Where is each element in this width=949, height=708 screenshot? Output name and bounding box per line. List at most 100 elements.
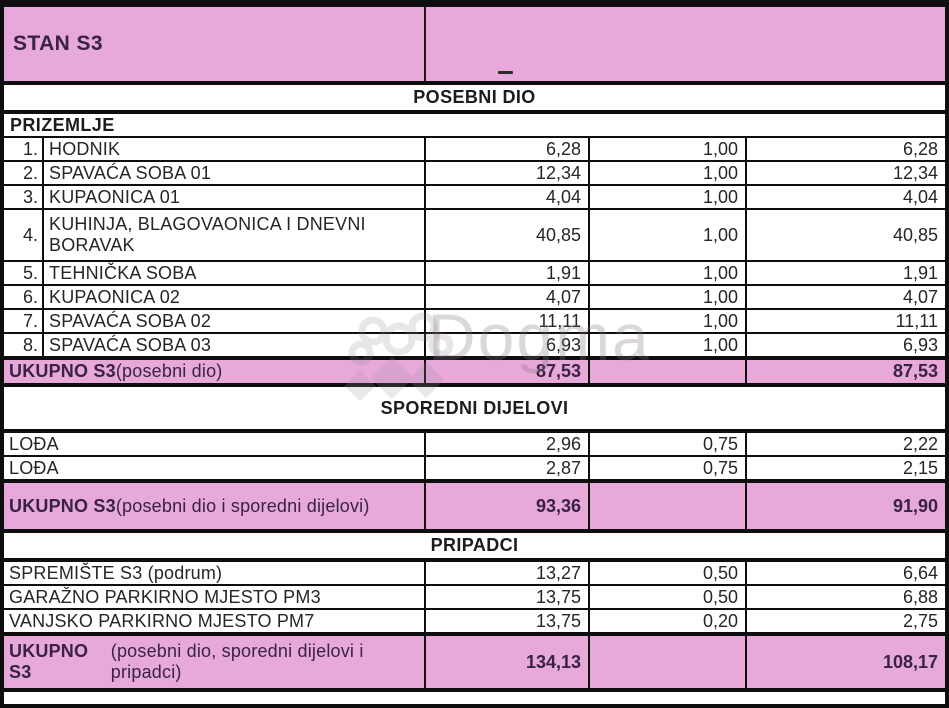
room-row: 6. KUPAONICA 02 4,07 1,00 4,07 (4, 284, 945, 308)
annex-area: 13,27 (424, 562, 588, 584)
title-band-right-cell (424, 7, 945, 81)
room-coefficient: 1,00 (588, 138, 745, 160)
room-weighted-area: 4,07 (745, 286, 945, 308)
room-area: 12,34 (424, 162, 588, 184)
partial-bottom-row (4, 688, 945, 704)
room-row: 7. SPAVAĆA SOBA 02 11,11 1,00 11,11 (4, 308, 945, 332)
room-weighted-area: 1,91 (745, 262, 945, 284)
room-row: 8. SPAVAĆA SOBA 03 6,93 1,00 6,93 (4, 332, 945, 356)
total-label-bold: UKUPNO S3 (9, 495, 116, 516)
annex-description: SPREMIŠTE S3 (podrum) (9, 562, 223, 583)
room-area: 11,11 (424, 310, 588, 332)
title-band: STAN S3 (4, 7, 945, 81)
total-row: UKUPNO S3 (posebni dio, sporedni dijelov… (4, 632, 945, 688)
room-area: 40,85 (424, 210, 588, 260)
room-description: KUPAONICA 02 (42, 286, 424, 308)
total-label: UKUPNO S3 (posebni dio i sporedni dijelo… (4, 483, 424, 529)
annex-row: LOĐA 2,96 0,75 2,22 (4, 429, 945, 455)
room-weighted-area: 40,85 (745, 210, 945, 260)
annex-coefficient: 0,50 (588, 562, 745, 584)
room-description: SPAVAĆA SOBA 01 (42, 162, 424, 184)
room-row: 2. SPAVAĆA SOBA 01 12,34 1,00 12,34 (4, 160, 945, 184)
total-label-note: (posebni dio i sporedni dijelovi) (115, 495, 370, 516)
annex-row: GARAŽNO PARKIRNO MJESTO PM3 13,75 0,50 6,88 (4, 584, 945, 608)
room-area: 4,04 (424, 186, 588, 208)
total-row: UKUPNO S3 (posebni dio i sporedni dijelo… (4, 479, 945, 529)
room-weighted-area: 12,34 (745, 162, 945, 184)
annex-coefficient: 0,75 (588, 433, 745, 455)
annex-description: LOĐA (9, 457, 59, 478)
annex-weighted-area: 2,15 (745, 457, 945, 479)
total-area: 87,53 (424, 360, 588, 383)
room-number: 4. (22, 224, 38, 245)
room-number: 6. (22, 286, 38, 307)
section-header-row: POSEBNI DIO (4, 81, 945, 110)
room-row: 3. KUPAONICA 01 4,04 1,00 4,04 (4, 184, 945, 208)
total-row: UKUPNO S3 (posebni dio) 87,53 87,53 (4, 356, 945, 383)
total-label: UKUPNO S3 (posebni dio) (4, 360, 424, 383)
apartment-title: STAN S3 (13, 32, 103, 55)
room-number: 2. (22, 162, 38, 183)
section-header-label: PRIPADCI (430, 535, 519, 556)
room-weighted-area: 11,11 (745, 310, 945, 332)
room-coefficient: 1,00 (588, 186, 745, 208)
room-coefficient: 1,00 (588, 210, 745, 260)
total-coefficient (588, 636, 745, 688)
room-number: 5. (22, 262, 38, 283)
room-description: KUPAONICA 01 (42, 186, 424, 208)
room-description: TEHNIČKA SOBA (42, 262, 424, 284)
section-header-label: SPOREDNI DIJELOVI (380, 397, 569, 418)
annex-area: 2,96 (424, 433, 588, 455)
dash-mark (498, 71, 513, 74)
total-area: 93,36 (424, 483, 588, 529)
section-header-row: PRIPADCI (4, 529, 945, 558)
room-weighted-area: 6,93 (745, 334, 945, 356)
annex-coefficient: 0,50 (588, 586, 745, 608)
room-number: 1. (22, 138, 38, 159)
annex-coefficient: 0,20 (588, 610, 745, 632)
total-label-bold: UKUPNO S3 (9, 641, 89, 682)
room-area: 6,28 (424, 138, 588, 160)
room-number: 8. (22, 334, 38, 355)
annex-weighted-area: 6,64 (745, 562, 945, 584)
room-area: 6,93 (424, 334, 588, 356)
floor-subheader-label: PRIZEMLJE (10, 114, 115, 135)
room-coefficient: 1,00 (588, 162, 745, 184)
room-number: 7. (22, 310, 38, 331)
room-description: SPAVAĆA SOBA 02 (42, 310, 424, 332)
room-coefficient: 1,00 (588, 286, 745, 308)
room-description: SPAVAĆA SOBA 03 (42, 334, 424, 356)
room-weighted-area: 4,04 (745, 186, 945, 208)
annex-row: LOĐA 2,87 0,75 2,15 (4, 455, 945, 479)
total-area: 134,13 (424, 636, 588, 688)
total-weighted-area: 87,53 (745, 360, 945, 383)
annex-weighted-area: 2,75 (745, 610, 945, 632)
total-weighted-area: 91,90 (745, 483, 945, 529)
total-weighted-area: 108,17 (745, 636, 945, 688)
total-label-note: (posebni dio) (115, 361, 223, 382)
room-weighted-area: 6,28 (745, 138, 945, 160)
total-coefficient (588, 483, 745, 529)
total-label: UKUPNO S3 (posebni dio, sporedni dijelov… (4, 636, 424, 688)
annex-area: 13,75 (424, 586, 588, 608)
room-coefficient: 1,00 (588, 262, 745, 284)
room-row: 5. TEHNIČKA SOBA 1,91 1,00 1,91 (4, 260, 945, 284)
room-coefficient: 1,00 (588, 334, 745, 356)
section-header-label: POSEBNI DIO (413, 87, 536, 108)
annex-description: VANJSKO PARKIRNO MJESTO PM7 (9, 610, 315, 631)
annex-area: 2,87 (424, 457, 588, 479)
room-number: 3. (22, 186, 38, 207)
annex-coefficient: 0,75 (588, 457, 745, 479)
section-header-row: SPOREDNI DIJELOVI (4, 383, 945, 429)
annex-area: 13,75 (424, 610, 588, 632)
annex-weighted-area: 6,88 (745, 586, 945, 608)
room-description: HODNIK (42, 138, 424, 160)
room-area: 4,07 (424, 286, 588, 308)
annex-description: GARAŽNO PARKIRNO MJESTO PM3 (9, 586, 321, 607)
annex-weighted-area: 2,22 (745, 433, 945, 455)
annex-description: LOĐA (9, 433, 59, 454)
room-description: KUHINJA, BLAGOVAONICA I DNEVNI BORAVAK (42, 210, 424, 260)
total-coefficient (588, 360, 745, 383)
room-row: 4. KUHINJA, BLAGOVAONICA I DNEVNI BORAVAK… (4, 208, 945, 260)
